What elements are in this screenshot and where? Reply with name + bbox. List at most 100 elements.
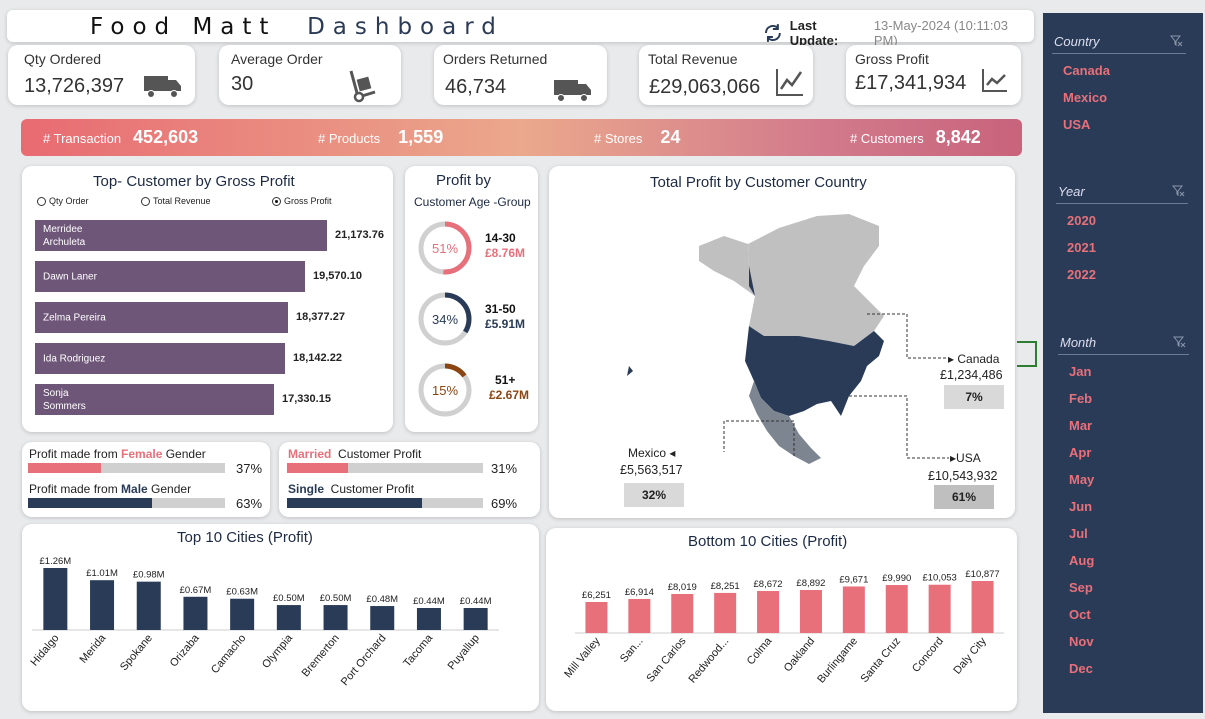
banner-transactions: # Transaction 452,603 <box>43 127 199 147</box>
city-bar[interactable] <box>136 581 161 630</box>
donut-arc <box>418 221 472 275</box>
age-group-range: 14-30 <box>485 231 516 245</box>
city-bar[interactable] <box>90 580 115 630</box>
slicer-item-country[interactable]: USA <box>1063 117 1091 132</box>
radio-indicator <box>272 196 281 206</box>
slicer-item-month[interactable]: Jul <box>1069 526 1088 541</box>
map-canada[interactable] <box>748 214 884 346</box>
city-bar-label: £0.67M <box>180 585 212 596</box>
city-bar-label: £0.50M <box>273 593 305 604</box>
city-bar[interactable] <box>671 593 694 633</box>
line-chart-icon <box>776 69 803 96</box>
map-usa[interactable] <box>745 326 884 416</box>
city-tick-label: Burlingame <box>815 635 860 685</box>
city-bar[interactable] <box>757 591 780 633</box>
clear-filter-icon[interactable] <box>1172 184 1185 197</box>
kpi-gross-profit: Gross Profit £17,341,934 <box>846 45 1021 105</box>
city-bar[interactable] <box>416 608 441 630</box>
city-bar[interactable] <box>43 568 68 630</box>
customer-bar[interactable]: Sonja Sommers <box>35 384 274 415</box>
slicer-item-month[interactable]: Apr <box>1069 445 1092 460</box>
slicer-item-year[interactable]: 2020 <box>1067 213 1096 228</box>
age-group-range: 31-50 <box>485 302 516 316</box>
city-bar-label: £6,251 <box>582 590 611 601</box>
slicer-item-month[interactable]: Oct <box>1069 607 1091 622</box>
slicer-item-month[interactable]: Dec <box>1069 661 1093 676</box>
clear-filter-icon[interactable] <box>1173 335 1186 348</box>
city-bar[interactable] <box>463 608 488 630</box>
slicer-divider <box>1052 53 1186 54</box>
city-bar[interactable] <box>842 586 865 633</box>
summary-banner: # Transaction 452,603 # Products 1,559 # S… <box>21 119 1022 156</box>
city-bar[interactable] <box>799 590 822 633</box>
customer-name: Merridee Archuleta <box>43 223 86 248</box>
clear-filter-icon[interactable] <box>1170 34 1183 47</box>
slicer-item-country[interactable]: Mexico <box>1063 90 1108 105</box>
slicer-item-month[interactable]: Jun <box>1069 499 1093 514</box>
city-bar[interactable] <box>628 598 651 633</box>
north-america-map <box>627 214 949 464</box>
customer-name: Zelma Pereira <box>43 312 106 323</box>
hand-truck-icon <box>349 70 376 103</box>
donut-arc <box>418 363 472 417</box>
city-bar[interactable] <box>885 585 908 633</box>
city-bar[interactable] <box>276 605 301 630</box>
radio-qty-order[interactable]: Qty Order <box>37 196 89 206</box>
customer-value: 18,377.27 <box>296 311 345 323</box>
slicer-divider <box>1058 354 1189 355</box>
city-bar[interactable] <box>183 596 208 630</box>
slicer-item-year[interactable]: 2021 <box>1067 240 1096 255</box>
kpi-qty-ordered: Qty Ordered 13,726,397 <box>8 45 195 105</box>
map-mexico[interactable] <box>749 381 821 464</box>
city-bar-label: £9,990 <box>882 573 911 584</box>
age-group-subtitle: Customer Age -Group <box>414 195 531 209</box>
slicer-item-month[interactable]: Sep <box>1069 580 1093 595</box>
city-bar[interactable] <box>714 592 737 633</box>
city-bar[interactable] <box>230 598 255 630</box>
customer-bar[interactable]: Ida Rodriguez <box>35 343 285 374</box>
slicer-item-month[interactable]: Aug <box>1069 553 1095 568</box>
city-bar[interactable] <box>323 605 348 630</box>
slicer-item-month[interactable]: Nov <box>1069 634 1094 649</box>
slicer-item-month[interactable]: Feb <box>1069 391 1093 406</box>
age-group-range: 51+ <box>495 373 516 387</box>
age-group-amount: £5.91M <box>485 317 526 331</box>
city-bar[interactable] <box>585 602 608 633</box>
slicer-item-month[interactable]: Mar <box>1069 418 1093 433</box>
single-pct: 69% <box>491 496 518 511</box>
city-bar-label: £8,251 <box>711 581 740 592</box>
male-pct: 63% <box>236 496 263 511</box>
customer-bar[interactable]: Dawn Laner <box>35 261 305 292</box>
refresh-icon[interactable] <box>762 22 784 44</box>
city-bar-label: £6,914 <box>625 587 654 598</box>
city-bar[interactable] <box>971 581 994 633</box>
married-progress <box>287 463 483 473</box>
canada-pct: 7% <box>944 385 1004 409</box>
mexico-pct: 32% <box>624 483 684 507</box>
city-tick-label: Colma <box>745 635 775 668</box>
single-progress <box>287 498 483 508</box>
slicer-item-month[interactable]: May <box>1069 472 1095 487</box>
radio-gross-profit[interactable]: Gross Profit <box>272 196 332 206</box>
female-profit-label: Profit made from Female Gender <box>29 447 206 461</box>
city-tick-label: Merida <box>78 632 109 666</box>
slicer-item-month[interactable]: Jan <box>1069 364 1092 379</box>
slicer-item-year[interactable]: 2022 <box>1067 267 1096 282</box>
kpi-average-order: Average Order 30 <box>219 45 401 105</box>
age-group-label: 14-30 £8.76M <box>485 231 525 261</box>
city-bar[interactable] <box>370 606 395 630</box>
radio-total-revenue[interactable]: Total Revenue <box>141 196 211 206</box>
city-bar-label: £10,877 <box>965 569 999 580</box>
city-tick-label: San... <box>618 635 646 665</box>
city-bar-label: £8,672 <box>754 579 783 590</box>
customer-name: Sonja Sommers <box>43 387 86 412</box>
city-bar[interactable] <box>928 584 951 633</box>
customer-bar[interactable]: Zelma Pereira <box>35 302 288 333</box>
customer-bar[interactable]: Merridee Archuleta <box>35 220 327 251</box>
city-bar-label: £8,019 <box>668 582 697 593</box>
city-tick-label: Puyallup <box>446 632 482 672</box>
age-donut: 15% <box>418 363 472 417</box>
bottom-cities-title: Bottom 10 Cities (Profit) <box>688 533 848 550</box>
female-progress <box>28 463 225 473</box>
slicer-item-country[interactable]: Canada <box>1063 63 1110 78</box>
